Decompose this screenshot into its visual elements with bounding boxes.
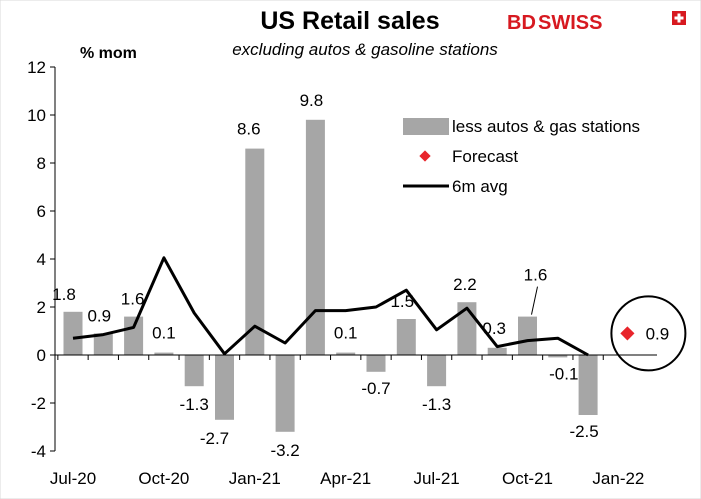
data-label-Nov-20: -1.3 — [180, 395, 209, 414]
data-label-Jul-21: -1.3 — [422, 395, 451, 414]
data-label-Jul-20: 1.8 — [52, 285, 76, 304]
chart-subtitle: excluding autos & gasoline stations — [232, 40, 498, 59]
plot-area: -4 -2 0 2 4 6 8 10 12 Jul-20 Oct-20 Jan-21 Apr-21 Jul… — [27, 58, 687, 488]
data-label-Aug-20: 0.9 — [87, 306, 111, 325]
x-tick-label: Jul-21 — [413, 469, 459, 488]
legend-label-avg: 6m avg — [452, 177, 508, 196]
legend-item-bars: less autos & gas stations — [403, 117, 640, 136]
bar-Oct-20 — [154, 352, 174, 355]
x-tick-label: Oct-21 — [502, 469, 553, 488]
data-label-Nov-21: -0.1 — [549, 364, 578, 383]
data-label-Aug-21: 2.2 — [453, 275, 477, 294]
data-label-Sep-20: 1.6 — [121, 290, 145, 309]
legend-swatch-bar — [403, 118, 449, 135]
data-label-Jun-21: 1.5 — [390, 292, 414, 311]
y-tick-label: 4 — [37, 250, 46, 269]
y-tick-label: 0 — [37, 346, 46, 365]
forecast-highlight-circle — [610, 295, 687, 372]
legend-swatch-diamond-icon — [419, 150, 431, 162]
bar-Jul-20 — [63, 311, 83, 355]
bar-Mar-21 — [305, 119, 325, 355]
data-label-leader-line — [531, 286, 538, 315]
data-label-Jan-21: 8.6 — [237, 120, 261, 139]
legend-label-forecast: Forecast — [452, 147, 518, 166]
chart-title: US Retail sales — [260, 7, 439, 35]
bar-Dec-20 — [215, 355, 234, 420]
logo-text-bd: BD — [507, 12, 536, 34]
bar-Sep-20 — [124, 316, 144, 355]
y-tick-label: 2 — [37, 298, 46, 317]
x-tick-label: Oct-20 — [138, 469, 189, 488]
data-label-Dec-21: -2.5 — [569, 422, 598, 441]
bar-Nov-21 — [548, 355, 568, 358]
data-label-Oct-21: 1.6 — [524, 266, 548, 285]
bar-Oct-21 — [518, 316, 537, 355]
logo-text-swiss: SWISS — [538, 12, 602, 34]
y-tick-label: 6 — [37, 202, 46, 221]
bar-Feb-21 — [275, 355, 295, 432]
y-tick-label: -2 — [31, 394, 46, 413]
x-tick-label: Jan-21 — [229, 469, 281, 488]
bar-Jan-21 — [245, 148, 265, 355]
data-label-Dec-20: -2.7 — [200, 429, 229, 448]
y-axis-label: % mom — [80, 45, 137, 62]
data-label-Feb-21: -3.2 — [270, 441, 299, 460]
bar-Jul-21 — [427, 355, 447, 387]
y-tick-label: 8 — [37, 154, 46, 173]
data-label-Jan-22: 0.9 — [646, 324, 670, 343]
bar-Aug-20 — [93, 333, 113, 355]
legend-label-bars: less autos & gas stations — [452, 117, 640, 136]
x-tick-label: Jan-22 — [592, 469, 644, 488]
bar-May-21 — [366, 355, 386, 372]
y-tick-label: 10 — [27, 106, 46, 125]
legend-item-avg: 6m avg — [403, 177, 508, 196]
bar-Apr-21 — [336, 352, 356, 355]
data-label-Mar-21: 9.8 — [300, 91, 324, 110]
y-tick-label: -4 — [31, 442, 46, 461]
swiss-cross-icon — [672, 11, 686, 25]
data-label-Sep-21: 0.3 — [482, 319, 506, 338]
legend-item-forecast: Forecast — [419, 147, 518, 166]
data-label-Oct-20: 0.1 — [152, 324, 176, 343]
x-tick-label: Jul-20 — [50, 469, 96, 488]
x-tick-label: Apr-21 — [320, 469, 371, 488]
forecast-marker — [620, 326, 635, 341]
line-6m-avg — [72, 256, 589, 357]
legend: less autos & gas stations Forecast 6m av… — [403, 117, 640, 196]
bar-Dec-21 — [578, 355, 598, 415]
brand-logo: BD SWISS — [507, 11, 686, 34]
data-label-May-21: -0.7 — [361, 379, 390, 398]
data-label-Apr-21: 0.1 — [334, 324, 358, 343]
bar-Sep-21 — [487, 347, 507, 355]
bar-Nov-20 — [184, 355, 204, 387]
y-tick-label: 12 — [27, 58, 46, 77]
bar-Jun-21 — [396, 319, 416, 355]
